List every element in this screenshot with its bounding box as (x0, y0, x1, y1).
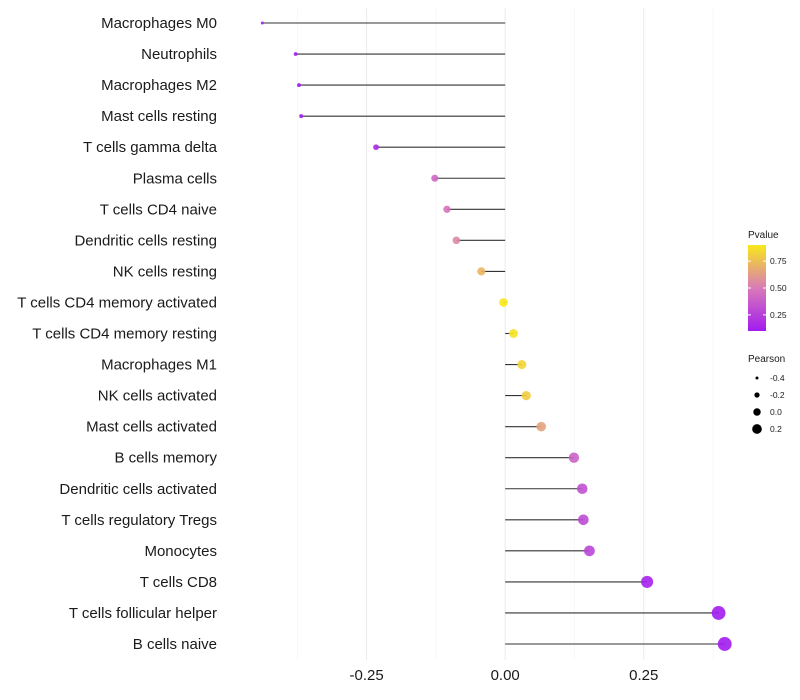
size-legend-key (754, 392, 760, 398)
color-legend-tick-label: 0.50 (770, 283, 787, 293)
category-label: T cells follicular helper (69, 605, 217, 622)
category-labels: Macrophages M0 Neutrophils Macrophages M2 M… (17, 15, 217, 653)
category-label: Dendritic cells activated (59, 481, 217, 498)
category-label: Dendritic cells resting (74, 232, 217, 249)
color-legend-ticks: 0.25 0.50 0.75 (748, 256, 787, 320)
lollipop-dot (477, 267, 486, 276)
lollipop-stems (262, 22, 725, 645)
lollipop-dot (521, 390, 531, 401)
lollipop-dot (711, 606, 726, 620)
category-label: Macrophages M1 (101, 357, 217, 374)
lollipop-dot (297, 83, 301, 88)
category-label: T cells CD4 memory resting (32, 326, 217, 343)
category-label: Monocytes (144, 543, 217, 560)
category-label: T cells regulatory Tregs (61, 512, 217, 529)
category-label: Macrophages M0 (101, 15, 217, 32)
size-legend-label: -0.4 (770, 373, 785, 383)
size-legend-keys: -0.4 -0.2 0.0 0.2 (752, 373, 785, 434)
size-legend-label: 0.2 (770, 424, 782, 434)
gridlines (296, 8, 714, 660)
category-label: NK cells resting (113, 263, 217, 280)
color-legend-tick-label: 0.25 (770, 310, 787, 320)
category-label: T cells CD8 (140, 574, 217, 591)
size-legend-label: -0.2 (770, 390, 785, 400)
category-label: T cells CD4 memory activated (17, 294, 217, 311)
lollipop-dot (373, 144, 379, 151)
category-label: Mast cells activated (86, 419, 217, 436)
color-legend: Pvalue 0.25 0.50 0.75 (748, 230, 787, 331)
category-label: Mast cells resting (101, 108, 217, 125)
lollipop-dot (452, 236, 461, 245)
lollipop-dot (517, 359, 527, 370)
category-label: B cells memory (114, 450, 217, 467)
lollipop-dot (536, 421, 547, 432)
size-legend-key (755, 376, 759, 380)
lollipop-dot (717, 637, 732, 651)
lollipop-dot (499, 298, 508, 307)
category-label: T cells gamma delta (83, 139, 218, 156)
lollipop-dot (509, 329, 518, 338)
category-label: NK cells activated (98, 388, 217, 405)
color-legend-bar (748, 245, 766, 331)
lollipop-dot (443, 205, 451, 213)
size-legend-label: 0.0 (770, 407, 782, 417)
lollipop-dot (584, 545, 595, 557)
color-legend-title: Pvalue (748, 230, 779, 241)
lollipop-dot (576, 483, 588, 495)
category-label: B cells naive (133, 636, 217, 653)
x-tick-label: -0.25 (349, 667, 383, 684)
size-legend: Pearson -0.4 -0.2 0.0 0.2 (748, 354, 785, 434)
lollipop-dot (431, 174, 439, 182)
category-label: Plasma cells (133, 170, 217, 187)
x-tick-label: 0.00 (491, 667, 520, 684)
color-legend-tick-label: 0.75 (770, 256, 787, 266)
lollipop-dot (641, 575, 654, 588)
lollipop-dot (568, 452, 580, 463)
lollipop-dot (260, 21, 264, 25)
x-axis-ticks: -0.25 0.00 0.25 (349, 667, 658, 684)
size-legend-title: Pearson (748, 354, 785, 365)
size-legend-key (753, 408, 761, 416)
category-label: Macrophages M2 (101, 77, 217, 94)
category-label: T cells CD4 naive (100, 201, 217, 218)
lollipop-dot (293, 52, 298, 56)
lollipop-dot (299, 114, 304, 119)
x-tick-label: 0.25 (629, 667, 658, 684)
category-label: Neutrophils (141, 46, 217, 63)
lollipop-dot (578, 514, 589, 526)
lollipop-dots (260, 21, 732, 651)
size-legend-key (752, 424, 762, 434)
